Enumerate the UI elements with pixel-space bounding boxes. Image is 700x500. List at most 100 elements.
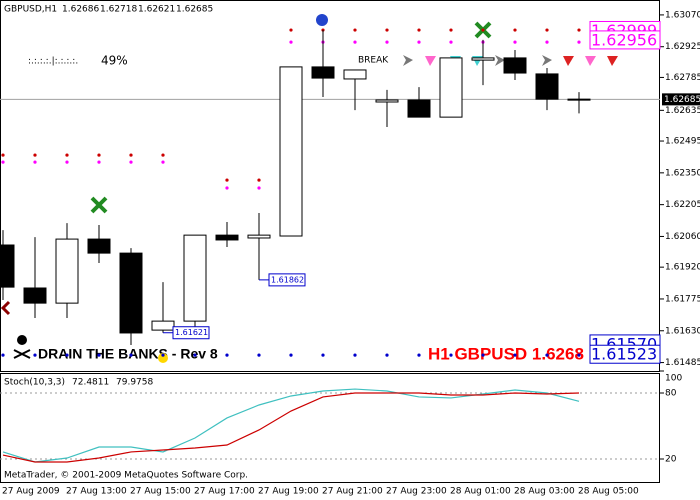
signal-dot [545, 28, 549, 32]
signal-dot [449, 28, 453, 32]
ohlc-label: 1.62686 [62, 5, 99, 15]
signal-dot [33, 153, 37, 157]
signal-dot [65, 353, 69, 357]
candle-body [87, 238, 111, 254]
stoch-line [2, 388, 580, 463]
x-tick-label: 27 Aug 17:00 [194, 487, 255, 497]
signal-dot [481, 28, 485, 32]
signal-dot [449, 353, 453, 357]
signal-dot [289, 40, 293, 44]
signal-dot [353, 28, 357, 32]
y-tick-label: 1.62350 [665, 168, 700, 178]
candle-body [439, 57, 463, 118]
y-tick-label: 1.61485 [665, 358, 700, 368]
signal-dot [257, 178, 261, 182]
signal-dot [225, 178, 229, 182]
x-tick-label: 27 Aug 15:00 [130, 487, 191, 497]
signal-dot [1, 353, 5, 357]
skull-icon [17, 335, 27, 345]
signal-dot [161, 353, 165, 357]
x-tick-label: 27 Aug 13:00 [66, 487, 127, 497]
signal-dot [97, 160, 101, 164]
break-label: BREAK [358, 56, 389, 66]
signal-dot [481, 353, 485, 357]
signal-dot [353, 40, 357, 44]
candle-body [375, 99, 399, 103]
brand: DRAIN THE BANKS - Rev 8 [38, 346, 218, 362]
y-tick-label: 20 [665, 455, 677, 465]
candle-body [151, 320, 175, 331]
chart-title: GBPUSD,H1 [4, 5, 57, 15]
arrow-icon [495, 55, 505, 66]
signal-dot [225, 186, 229, 190]
arrow-icon [542, 55, 552, 66]
y-tick-label: 100 [665, 374, 682, 384]
meter-bars: :.:.:.:.|:.:.:.:. [28, 57, 78, 67]
signal-dot [577, 40, 581, 44]
signal-dot [449, 40, 453, 44]
current-price-box [662, 93, 700, 106]
level-label: 1.61523 [591, 345, 657, 364]
signal-dot [257, 353, 261, 357]
arrow-icon [425, 56, 436, 66]
low-label-box [172, 326, 210, 340]
y-tick-label: 1.61630 [665, 326, 700, 336]
signal-dot [513, 353, 517, 357]
candle-body [503, 57, 527, 74]
candle-body [407, 99, 431, 118]
y-tick-label: 1.62925 [665, 42, 700, 52]
copyright: MetaTrader, © 2001-2009 MetaQuotes Softw… [4, 471, 248, 481]
x-tick-label: 28 Aug 05:00 [578, 487, 639, 497]
x-tick-label: 27 Aug 19:00 [258, 487, 319, 497]
question-icon [316, 14, 328, 26]
signal-dot [417, 353, 421, 357]
signal-dot [289, 28, 293, 32]
signal-dot [1, 153, 5, 157]
signal-dot [225, 353, 229, 357]
signal-dot [577, 28, 581, 32]
cross-icon [90, 196, 108, 214]
arrow-icon [607, 56, 618, 66]
arrow-icon [403, 55, 413, 66]
low-label: 1.61862 [271, 275, 304, 284]
stoch-title: Stoch(10,3,3) [4, 378, 65, 388]
signal-dot [513, 40, 517, 44]
current-price-label: 1.62685 [664, 95, 700, 105]
signal-dot [65, 160, 69, 164]
candle-body [567, 98, 591, 101]
stoch-value: 79.9758 [116, 378, 153, 388]
meter-text: 49% [101, 54, 128, 68]
signal-dot [545, 353, 549, 357]
bones-icon [13, 349, 31, 359]
arrow-icon [563, 56, 574, 66]
signal-dot [289, 353, 293, 357]
candle-body [23, 287, 47, 304]
signal-dot [33, 353, 37, 357]
candle-body [535, 73, 559, 100]
candle-body [215, 234, 239, 241]
y-tick-label: 1.63070 [665, 10, 700, 20]
signal-dot [129, 353, 133, 357]
ohlc-label: 1.62718 [100, 5, 137, 15]
ticker-label: H1 GBPUSD 1.6268 [428, 344, 584, 363]
signal-dot [33, 160, 37, 164]
signal-dot [577, 353, 581, 357]
signal-dot [129, 160, 133, 164]
x-tick-label: 28 Aug 01:00 [450, 487, 511, 497]
candle-body [247, 234, 271, 239]
y-tick-label: 1.62635 [665, 106, 700, 116]
signal-dot [257, 186, 261, 190]
signal-dot [193, 353, 197, 357]
candle-body [471, 57, 495, 61]
low-label-box [268, 273, 306, 287]
y-tick-label: 1.62205 [665, 200, 700, 210]
signal-dot [65, 153, 69, 157]
candle-body [279, 66, 303, 237]
level-box [589, 344, 661, 364]
signal-dot [353, 353, 357, 357]
candle-body [311, 66, 335, 79]
signal-dot [161, 153, 165, 157]
